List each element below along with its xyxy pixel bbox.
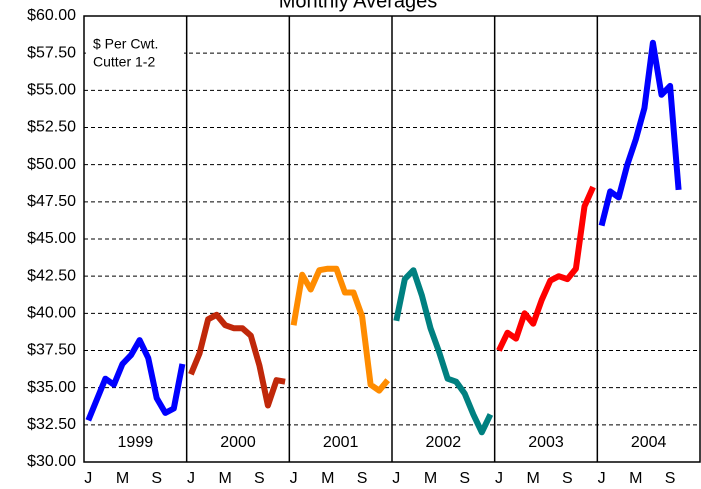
y-tick-label: $30.00 [27, 453, 76, 470]
y-tick-label: $47.50 [27, 193, 76, 210]
x-tick-label: J [187, 470, 195, 487]
x-tick-label: M [629, 470, 642, 487]
y-tick-label: $60.00 [27, 7, 76, 24]
plot-border [83, 15, 701, 463]
x-tick-label: M [116, 470, 129, 487]
y-tick-label: $37.50 [27, 342, 76, 359]
x-tick-label: J [598, 470, 606, 487]
series-line [85, 337, 186, 422]
x-tick-label: J [84, 470, 92, 487]
x-tick-label: S [151, 470, 162, 487]
annotation: $ Per Cwt. [93, 36, 158, 52]
y-tick-label: $42.50 [27, 267, 76, 284]
y-tick-label: $52.50 [27, 119, 76, 136]
x-tick-label: M [527, 470, 540, 487]
year-label: 2000 [220, 434, 256, 451]
y-tick-label: $32.50 [27, 416, 76, 433]
x-tick-label: M [321, 470, 334, 487]
y-tick-label: $50.00 [27, 156, 76, 173]
year-label: 1999 [118, 434, 154, 451]
x-tick-label: M [219, 470, 232, 487]
year-label: 2004 [631, 434, 667, 451]
x-tick-label: S [562, 470, 573, 487]
annotation-box [86, 32, 184, 74]
x-tick-label: S [459, 470, 470, 487]
series-line [290, 265, 391, 394]
x-tick-label: J [495, 470, 503, 487]
year-label: 2001 [323, 434, 359, 451]
chart-title: Monthly Averages [279, 0, 438, 12]
x-tick-label: S [357, 470, 368, 487]
series-line [496, 185, 596, 352]
x-tick-label: M [424, 470, 437, 487]
y-tick-label: $35.00 [27, 379, 76, 396]
series-line [393, 267, 494, 436]
series-line [598, 39, 682, 227]
year-label: 2002 [426, 434, 462, 451]
y-tick-label: $57.50 [27, 44, 76, 61]
annotation: Cutter 1-2 [93, 54, 155, 70]
x-tick-label: J [392, 470, 400, 487]
x-tick-label: J [290, 470, 298, 487]
series-line [188, 311, 286, 409]
x-tick-label: S [254, 470, 265, 487]
x-tick-label: S [665, 470, 676, 487]
y-tick-label: $40.00 [27, 305, 76, 322]
year-label: 2003 [528, 434, 564, 451]
y-tick-label: $45.00 [27, 230, 76, 247]
y-tick-label: $55.00 [27, 82, 76, 99]
